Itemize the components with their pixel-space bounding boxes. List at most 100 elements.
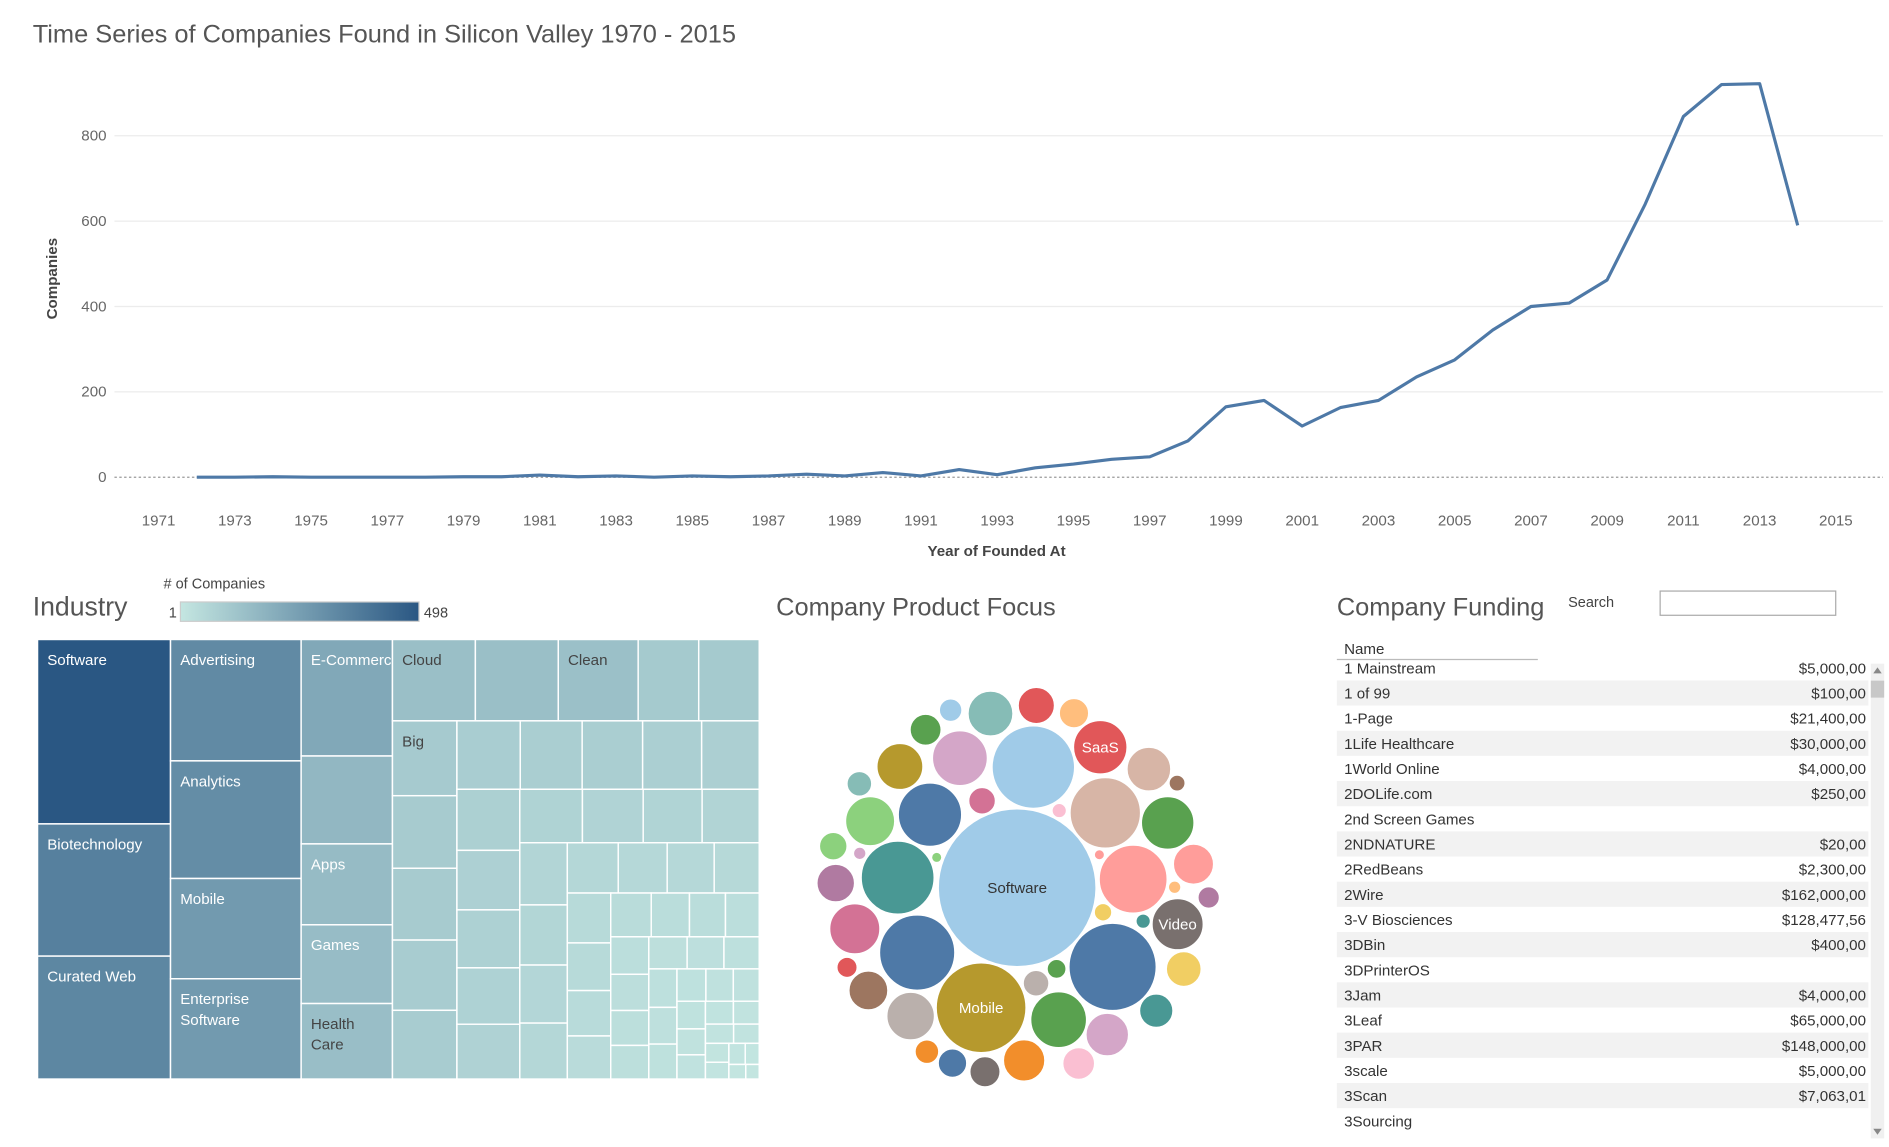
treemap-label: Advertising [180, 652, 255, 669]
x-tick-label: 2005 [1438, 513, 1472, 530]
treemap-cell [704, 1000, 735, 1025]
bubble [1093, 903, 1113, 922]
row-band [1336, 1082, 1869, 1109]
bubble [1062, 1047, 1095, 1080]
treemap-cell [609, 936, 650, 976]
bubble [860, 840, 935, 915]
scrollbar[interactable] [1870, 663, 1885, 1139]
company-name: 1Life Healthcare [1344, 736, 1454, 753]
x-tick-label: 1987 [752, 513, 786, 530]
treemap-cell [637, 638, 700, 722]
treemap-cell [519, 842, 569, 906]
bubble [848, 970, 889, 1011]
x-tick-label: 1999 [1209, 513, 1243, 530]
scroll-up[interactable] [1873, 667, 1882, 674]
treemap-cell [456, 967, 521, 1025]
x-tick-label: 1989 [828, 513, 862, 530]
search-input[interactable] [1659, 590, 1837, 616]
x-tick-label: 2001 [1285, 513, 1319, 530]
y-tick-label: 0 [98, 469, 106, 486]
funding-amount: $5,000,00 [1799, 660, 1866, 677]
treemap-cell [676, 1054, 707, 1080]
bubble [1141, 796, 1195, 850]
treemap-label: Enterprise Software [180, 991, 253, 1029]
bubble [845, 796, 896, 847]
treemap-cell [713, 842, 760, 894]
table-title: Company Funding [1337, 593, 1545, 621]
treemap-cell [456, 849, 521, 911]
legend-title: # of Companies [163, 577, 265, 593]
treemap-cell [617, 842, 668, 894]
treemap-cell [744, 1042, 760, 1066]
treemap-label: Games [311, 937, 360, 954]
funding-amount: $30,000,00 [1790, 736, 1866, 753]
company-name: 3PAR [1344, 1038, 1382, 1055]
treemap-cell [581, 788, 644, 844]
bubble [1093, 849, 1105, 861]
treemap-cell [732, 1023, 760, 1045]
funding-amount: $128,477,56 [1782, 912, 1866, 929]
bubble [1168, 774, 1186, 792]
company-name: 3Leaf [1344, 1013, 1383, 1030]
treemap-label: Analytics [180, 773, 241, 790]
treemap-cell [169, 760, 302, 880]
funding-amount: $148,000,00 [1782, 1038, 1866, 1055]
x-tick-label: 1983 [599, 513, 633, 530]
treemap-cell [391, 867, 458, 941]
company-name: 3Scan [1344, 1088, 1387, 1105]
treemap-cell [609, 973, 650, 1012]
x-tick-label: 2009 [1590, 513, 1624, 530]
bubble [886, 991, 935, 1041]
bubble [1165, 951, 1202, 987]
treemap-cell [300, 755, 394, 845]
treemap-cell [641, 720, 703, 790]
scroll-thumb[interactable] [1870, 680, 1885, 698]
bubble [935, 962, 1027, 1053]
row-band [1336, 1032, 1869, 1058]
treemap-cell [391, 1009, 458, 1080]
funding-amount: $4,000,00 [1799, 761, 1866, 778]
bubble [1017, 686, 1055, 724]
company-name: 1 of 99 [1344, 686, 1390, 703]
bubble [909, 713, 942, 746]
treemap-cell [650, 892, 691, 938]
treemap-cell [745, 1063, 760, 1080]
treemap-cell [566, 989, 612, 1037]
bubble [1030, 991, 1087, 1048]
bubble [967, 690, 1014, 737]
treemap-cell [519, 904, 569, 966]
company-name: 3scale [1344, 1063, 1388, 1080]
treemap-title: Industry [33, 591, 128, 621]
company-name: 2Wire [1344, 887, 1384, 904]
treemap-cell [456, 1023, 521, 1080]
bubble-label: Software [987, 880, 1047, 897]
treemap-label: Apps [311, 856, 346, 873]
bubble-label: Video [1158, 917, 1196, 934]
treemap-label: Big [402, 733, 424, 750]
bubble [1046, 959, 1067, 979]
treemap-cell [676, 1028, 707, 1056]
treemap-cell [676, 1000, 707, 1030]
bubble [1003, 1039, 1046, 1082]
x-tick-label: 1979 [447, 513, 481, 530]
bubble [819, 831, 848, 861]
x-tick-label: 2003 [1362, 513, 1396, 530]
bubble [1051, 803, 1067, 819]
bubble [1069, 777, 1141, 849]
company-name: 1 Mainstream [1344, 660, 1436, 677]
bubble [937, 808, 1097, 967]
x-tick-label: 1973 [218, 513, 252, 530]
treemap-label: Clean [568, 652, 608, 669]
x-tick-label: 1991 [904, 513, 938, 530]
funding-amount: $21,400,00 [1790, 711, 1866, 728]
treemap-cell [732, 1000, 760, 1025]
bubble [931, 851, 943, 863]
bubble [1151, 898, 1204, 951]
scroll-down[interactable] [1873, 1128, 1882, 1135]
funding-amount: $250,00 [1811, 786, 1866, 803]
table-body: 1 Mainstream $5,000,00 1 of 99 $100,00 1-Pag… [1336, 660, 1869, 1130]
company-name: 2DOLife.com [1344, 786, 1432, 803]
x-tick-label: 2013 [1743, 513, 1777, 530]
bubble [1073, 720, 1128, 775]
